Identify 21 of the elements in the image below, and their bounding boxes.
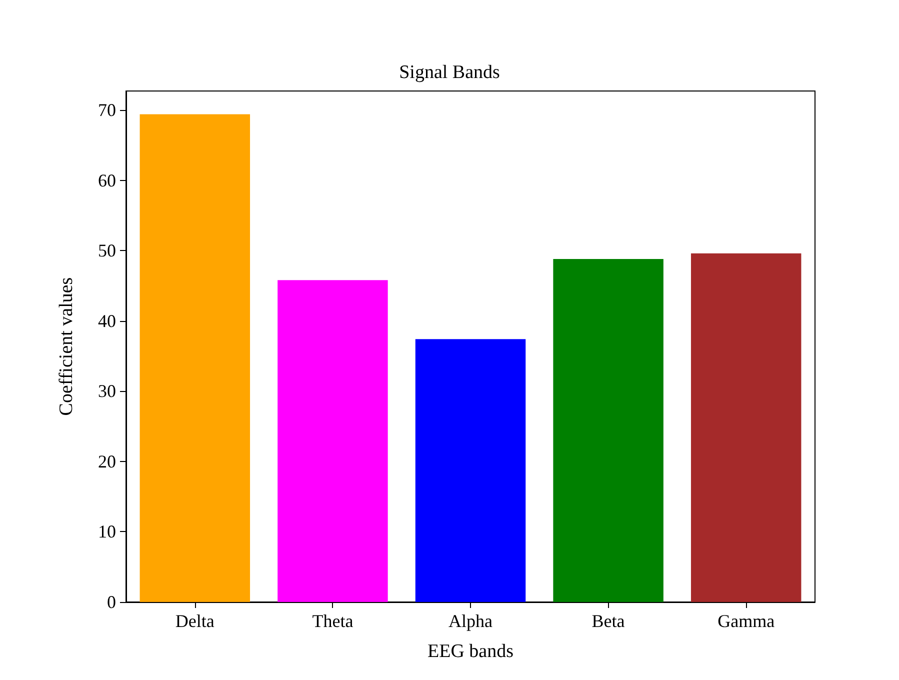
bar xyxy=(690,253,802,602)
x-tick-label: Alpha xyxy=(448,611,492,631)
y-tick-label: 50 xyxy=(98,240,116,261)
bar xyxy=(415,339,526,602)
x-tick-label: Gamma xyxy=(718,611,775,631)
y-axis-title: Coefficient values xyxy=(56,277,77,416)
y-tick-label: 70 xyxy=(98,100,116,120)
x-tick-label: Delta xyxy=(175,611,214,631)
x-axis-title: EEG bands xyxy=(427,641,514,662)
bar xyxy=(553,258,664,602)
y-tick-label: 60 xyxy=(98,170,116,190)
y-tick-label: 20 xyxy=(98,451,116,472)
y-tick-label: 30 xyxy=(98,381,116,402)
y-tick-label: 0 xyxy=(107,592,116,612)
x-tick-label: Beta xyxy=(592,611,625,631)
chart-title: Signal Bands xyxy=(399,62,500,83)
y-tick-label: 10 xyxy=(98,522,116,542)
bar xyxy=(278,280,388,602)
x-tick-label: Theta xyxy=(312,611,354,631)
y-tick-label: 40 xyxy=(98,310,116,331)
bar xyxy=(140,114,250,602)
